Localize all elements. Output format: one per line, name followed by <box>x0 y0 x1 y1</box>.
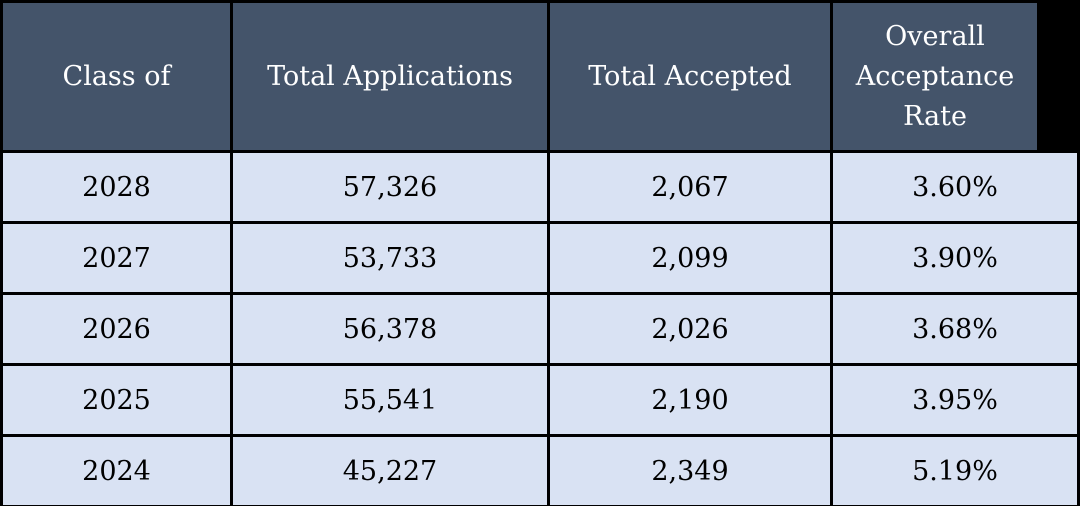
table-cell-r4-c4: 3.95% <box>833 366 1077 434</box>
table-cell-r4-c1: 2025 <box>3 366 230 434</box>
table-cell-r1-c3: 2,067 <box>550 153 830 221</box>
table-cell-r3-c3: 2,026 <box>550 295 830 363</box>
table-cell-r5-c3: 2,349 <box>550 437 830 505</box>
header-cell-1: Class of <box>3 3 230 150</box>
header-cell-3: Total Accepted <box>550 3 830 150</box>
table-cell-r1-c1: 2028 <box>3 153 230 221</box>
table-cell-r2-c2: 53,733 <box>233 224 547 292</box>
table-cell-r3-c4: 3.68% <box>833 295 1077 363</box>
table-cell-r1-c4: 3.60% <box>833 153 1077 221</box>
table-cell-r2-c1: 2027 <box>3 224 230 292</box>
table-cell-r5-c2: 45,227 <box>233 437 547 505</box>
table-cell-r4-c3: 2,190 <box>550 366 830 434</box>
table-cell-r2-c3: 2,099 <box>550 224 830 292</box>
table-cell-r3-c1: 2026 <box>3 295 230 363</box>
header-cell-4: Overall Acceptance Rate <box>833 3 1037 150</box>
table-cell-r4-c2: 55,541 <box>233 366 547 434</box>
table-cell-r1-c2: 57,326 <box>233 153 547 221</box>
table-cell-r5-c4: 5.19% <box>833 437 1077 505</box>
table-cell-r3-c2: 56,378 <box>233 295 547 363</box>
header-cell-2: Total Applications <box>233 3 547 150</box>
table-cell-r5-c1: 2024 <box>3 437 230 505</box>
table-cell-r2-c4: 3.90% <box>833 224 1077 292</box>
